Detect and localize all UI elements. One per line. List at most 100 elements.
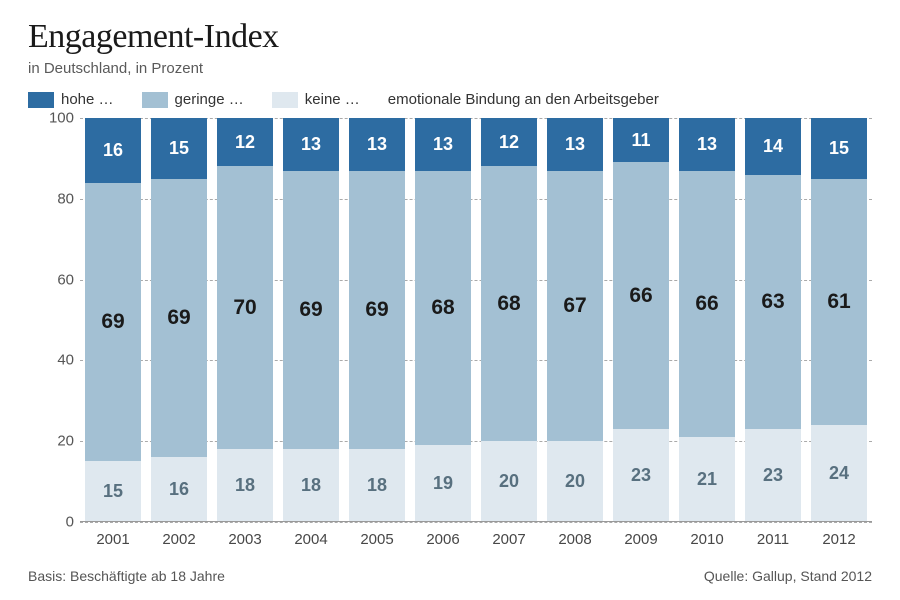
bar-slot: 116623 (608, 118, 674, 522)
bar-segment-keine: 23 (745, 429, 801, 522)
bar: 146323 (745, 118, 801, 522)
bar-segment-keine: 20 (481, 441, 537, 522)
bar: 136720 (547, 118, 603, 522)
bar-segment-hohe: 16 (85, 118, 141, 183)
bar-segment-geringe: 69 (283, 171, 339, 450)
bar-segment-keine: 18 (217, 449, 273, 522)
bar-slot: 136819 (410, 118, 476, 522)
bar-segment-geringe: 66 (613, 162, 669, 429)
bar-segment-geringe: 68 (481, 166, 537, 441)
grid-line (80, 522, 872, 523)
bar-segment-hohe: 13 (349, 118, 405, 171)
bar-segment-hohe: 15 (811, 118, 867, 179)
legend-item-hohe: hohe … (28, 91, 114, 108)
x-tick-label: 2005 (344, 531, 410, 548)
x-tick-label: 2012 (806, 531, 872, 548)
chart-title: Engagement-Index (28, 18, 872, 56)
bar-segment-geringe: 69 (349, 171, 405, 450)
bar-slot: 127018 (212, 118, 278, 522)
x-tick-label: 2006 (410, 531, 476, 548)
x-axis-line (80, 521, 872, 522)
y-tick-label: 100 (28, 110, 74, 127)
bar-segment-keine: 18 (349, 449, 405, 522)
x-tick-label: 2009 (608, 531, 674, 548)
bar-segment-keine: 16 (151, 457, 207, 522)
legend-item-geringe: geringe … (142, 91, 244, 108)
bar-segment-geringe: 66 (679, 171, 735, 438)
bar-segment-hohe: 11 (613, 118, 669, 162)
y-tick-label: 80 (28, 190, 74, 207)
bar: 156124 (811, 118, 867, 522)
bar-segment-geringe: 69 (151, 179, 207, 458)
x-tick-label: 2011 (740, 531, 806, 548)
bar: 136819 (415, 118, 471, 522)
x-axis-labels: 2001200220032004200520062007200820092010… (80, 531, 872, 548)
bar-segment-keine: 21 (679, 437, 735, 522)
bar-segment-hohe: 13 (415, 118, 471, 171)
bar-slot: 136621 (674, 118, 740, 522)
legend-tail: emotionale Bindung an den Arbeitsgeber (388, 91, 659, 108)
x-tick-label: 2007 (476, 531, 542, 548)
bar-slot: 166915 (80, 118, 146, 522)
legend-label-hohe: hohe … (61, 91, 114, 108)
legend-swatch-keine (272, 92, 298, 108)
bar-slot: 146323 (740, 118, 806, 522)
bars-row: 1669151569161270181369181369181368191268… (80, 118, 872, 522)
bar-segment-geringe: 61 (811, 179, 867, 425)
bar: 136918 (349, 118, 405, 522)
footer: Basis: Beschäftigte ab 18 Jahre Quelle: … (28, 568, 872, 584)
y-tick-label: 60 (28, 271, 74, 288)
bar-segment-geringe: 63 (745, 175, 801, 430)
legend-item-keine: keine … (272, 91, 360, 108)
bar-segment-geringe: 68 (415, 171, 471, 446)
bar: 136918 (283, 118, 339, 522)
chart-subtitle: in Deutschland, in Prozent (28, 60, 872, 77)
y-tick-label: 40 (28, 352, 74, 369)
bar-segment-hohe: 13 (547, 118, 603, 171)
footer-right: Quelle: Gallup, Stand 2012 (704, 568, 872, 584)
bar-segment-keine: 20 (547, 441, 603, 522)
bar-slot: 156916 (146, 118, 212, 522)
bar-slot: 156124 (806, 118, 872, 522)
bar: 166915 (85, 118, 141, 522)
x-tick-label: 2008 (542, 531, 608, 548)
bar-segment-hohe: 14 (745, 118, 801, 175)
legend: hohe … geringe … keine … emotionale Bind… (28, 91, 872, 108)
x-tick-label: 2001 (80, 531, 146, 548)
bar: 126820 (481, 118, 537, 522)
y-tick-label: 20 (28, 433, 74, 450)
x-tick-label: 2010 (674, 531, 740, 548)
x-tick-label: 2004 (278, 531, 344, 548)
legend-label-geringe: geringe … (175, 91, 244, 108)
chart-area: 020406080100 166915156916127018136918136… (28, 118, 872, 566)
bar-segment-keine: 23 (613, 429, 669, 522)
bar-segment-keine: 15 (85, 461, 141, 522)
bar: 116623 (613, 118, 669, 522)
bar-segment-hohe: 12 (481, 118, 537, 166)
bar-slot: 136918 (344, 118, 410, 522)
legend-swatch-geringe (142, 92, 168, 108)
bar-segment-keine: 24 (811, 425, 867, 522)
y-tick-label: 0 (28, 514, 74, 531)
x-tick-label: 2003 (212, 531, 278, 548)
bar-segment-hohe: 13 (679, 118, 735, 171)
bar-segment-geringe: 70 (217, 166, 273, 449)
footer-left: Basis: Beschäftigte ab 18 Jahre (28, 568, 225, 584)
bar-segment-geringe: 69 (85, 183, 141, 462)
bar-segment-geringe: 67 (547, 171, 603, 442)
legend-swatch-hohe (28, 92, 54, 108)
chart-container: Engagement-Index in Deutschland, in Proz… (0, 0, 900, 600)
bar-slot: 136918 (278, 118, 344, 522)
bar-segment-hohe: 13 (283, 118, 339, 171)
bar: 127018 (217, 118, 273, 522)
x-tick-label: 2002 (146, 531, 212, 548)
bar: 136621 (679, 118, 735, 522)
bar: 156916 (151, 118, 207, 522)
bar-segment-keine: 18 (283, 449, 339, 522)
bar-slot: 126820 (476, 118, 542, 522)
bar-segment-keine: 19 (415, 445, 471, 522)
bar-slot: 136720 (542, 118, 608, 522)
plot-area: 1669151569161270181369181369181368191268… (80, 118, 872, 522)
bar-segment-hohe: 15 (151, 118, 207, 179)
legend-label-keine: keine … (305, 91, 360, 108)
